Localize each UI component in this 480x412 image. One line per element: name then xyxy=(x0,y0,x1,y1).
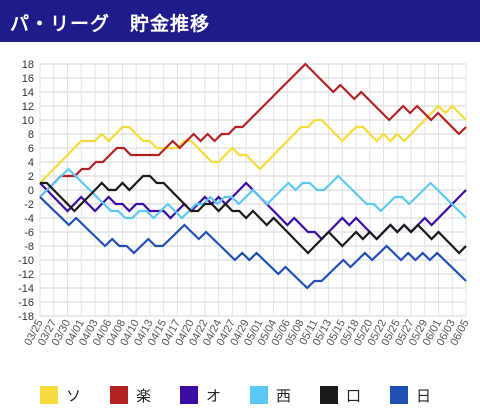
y-tick-label: -18 xyxy=(18,311,34,323)
x-axis-ticks: 03/2503/2703/3004/0104/0304/0604/0804/10… xyxy=(22,318,472,348)
y-tick-label: -8 xyxy=(24,241,34,253)
y-tick-label: 8 xyxy=(28,129,34,141)
legend-label: 口 xyxy=(346,387,362,405)
y-tick-label: 14 xyxy=(22,87,34,99)
y-axis-ticks: 18 16 14 12 10 8 6 4 2 0 -2 -4 -6 -8 -10 -12 -14 -16 -18 xyxy=(18,59,34,323)
y-tick-label: 2 xyxy=(28,171,34,183)
y-tick-label: 12 xyxy=(22,101,34,113)
chart-grid xyxy=(39,63,467,317)
series-line-5 xyxy=(39,196,467,290)
legend-label: オ xyxy=(206,387,222,405)
y-tick-label: 18 xyxy=(22,59,34,71)
legend-label: ソ xyxy=(66,387,82,405)
y-tick-label: -14 xyxy=(18,283,34,295)
legend-swatch xyxy=(390,386,408,404)
series-line-1 xyxy=(39,62,467,198)
legend-swatch xyxy=(180,386,198,404)
chart-series xyxy=(39,62,467,290)
y-tick-label: 0 xyxy=(28,185,34,197)
y-tick-label: -10 xyxy=(18,255,34,267)
legend-label: 楽 xyxy=(136,387,152,405)
series-line-0 xyxy=(39,104,467,184)
y-tick-label: -4 xyxy=(24,213,34,225)
savings-trend-chart: 18 16 14 12 10 8 6 4 2 0 -2 -4 -6 -8 -10 -12 -14 -16 -18 0… xyxy=(18,59,472,348)
y-tick-label: 4 xyxy=(28,157,34,169)
series-line-3 xyxy=(39,167,467,220)
chart-legend: ソ楽オ西口日 xyxy=(40,384,460,406)
y-tick-label: 6 xyxy=(28,143,34,155)
legend-swatch xyxy=(40,386,58,404)
series-line-4 xyxy=(40,174,467,255)
y-tick-label: 10 xyxy=(22,115,34,127)
y-tick-label: 16 xyxy=(22,73,34,85)
legend-label: 西 xyxy=(276,387,292,405)
y-tick-label: -16 xyxy=(18,297,34,309)
legend-swatch xyxy=(250,386,268,404)
y-tick-label: -2 xyxy=(24,199,34,211)
legend-swatch xyxy=(110,386,128,404)
page-title: パ・リーグ 貯金推移 xyxy=(10,13,211,35)
y-tick-label: -6 xyxy=(24,227,34,239)
legend-swatch xyxy=(320,386,338,404)
page-header: パ・リーグ 貯金推移 xyxy=(0,0,480,42)
legend-label: 日 xyxy=(416,387,432,405)
y-tick-label: -12 xyxy=(18,269,34,281)
